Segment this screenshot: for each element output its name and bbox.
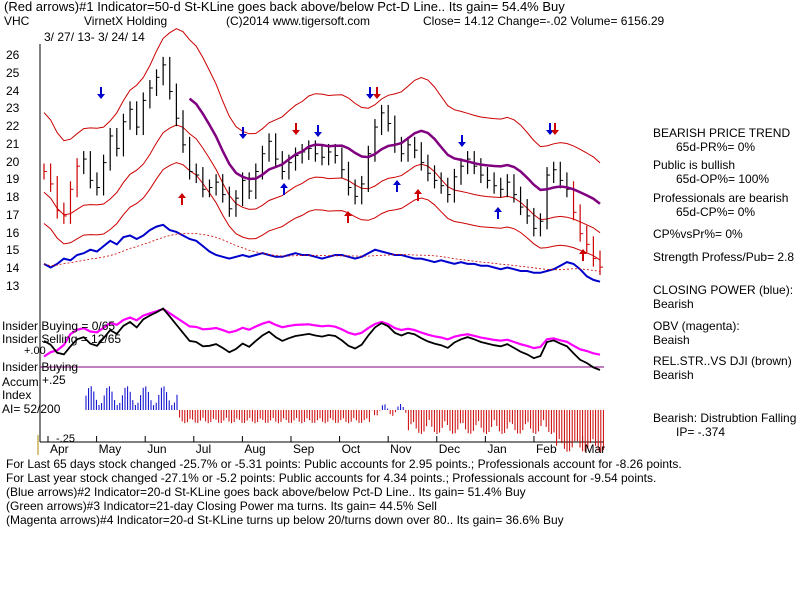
price-bars bbox=[43, 56, 603, 276]
footer-blue-arrows: (Blue arrows)#2 Indicator=20-d St-KLine … bbox=[6, 485, 526, 499]
trend-title: BEARISH PRICE TREND bbox=[653, 126, 791, 140]
closing-power-path bbox=[43, 223, 601, 283]
signal-arrow-head bbox=[239, 134, 247, 139]
strength-ratio: Strength Profess/Pub= 2.8 bbox=[653, 250, 795, 264]
signal-arrow-head bbox=[292, 130, 300, 135]
y-tick-label: 16 bbox=[6, 225, 20, 240]
closing-power-line bbox=[43, 223, 601, 283]
relstr-label: REL.STR..VS DJI (brown) bbox=[653, 354, 792, 368]
obv-path bbox=[43, 307, 601, 358]
signal-arrow-head bbox=[458, 142, 466, 147]
public-status: Public is bullish bbox=[653, 158, 736, 172]
x-tick-label: Sep bbox=[292, 442, 315, 456]
company-name: VirnetX Holding bbox=[84, 14, 168, 28]
x-tick-label: Apr bbox=[50, 442, 69, 456]
footer-line-65d: For Last 65 days stock changed -25.7% or… bbox=[6, 457, 682, 471]
signal-arrow-head bbox=[280, 183, 288, 188]
pros-status: Professionals are bearish bbox=[653, 191, 789, 205]
signal-arrow-head bbox=[414, 189, 422, 194]
ip-value: IP= -.374 bbox=[676, 425, 726, 439]
op-value: 65d-OP%= 100% bbox=[676, 172, 770, 186]
accum-label: Accum bbox=[2, 375, 39, 389]
ticker-symbol: VHC bbox=[4, 14, 30, 28]
chart-frame bbox=[37, 44, 604, 455]
x-tick-label: Nov bbox=[390, 442, 412, 456]
obv-state: Beaish bbox=[653, 333, 690, 347]
y-tick-label: 19 bbox=[6, 172, 20, 187]
relstr-line bbox=[43, 307, 601, 371]
x-tick-label: Mar bbox=[584, 442, 606, 456]
y-tick-label: 24 bbox=[6, 83, 20, 98]
y-tick-label: 20 bbox=[6, 154, 20, 169]
upper-band bbox=[43, 28, 601, 164]
signal-arrow-head bbox=[366, 94, 374, 99]
accum-value: +.25 bbox=[42, 373, 66, 387]
signal-arrow-head bbox=[579, 249, 587, 254]
x-tick-label: Oct bbox=[341, 442, 361, 456]
signal-arrow-head bbox=[373, 94, 381, 99]
accum-histogram bbox=[85, 386, 604, 452]
relstr-state: Bearish bbox=[653, 368, 694, 382]
relstr-path bbox=[43, 307, 601, 371]
x-tick-label: Aug bbox=[244, 442, 266, 456]
y-tick-label: 23 bbox=[6, 101, 20, 116]
cp-vs-pr: CP%vsPr%= 0% bbox=[653, 227, 743, 241]
footer-magenta-arrows: (Magenta arrows)#4 Indicator=20-d St-KLi… bbox=[6, 513, 564, 527]
y-tick-label: 26 bbox=[6, 48, 20, 62]
x-tick-label: Jan bbox=[487, 442, 507, 456]
y-tick-label: 14 bbox=[6, 261, 20, 276]
lower-band bbox=[43, 162, 601, 261]
index-label: Index bbox=[2, 388, 32, 402]
moving-average bbox=[188, 97, 601, 205]
signal-arrow-head bbox=[393, 180, 401, 185]
insider-buying-label: Insider Buying = 0/65 bbox=[2, 319, 116, 333]
insider-selling-label: Insider Selling = 12/65 bbox=[2, 332, 122, 346]
signal-arrows bbox=[97, 87, 587, 261]
x-tick-label: Dec bbox=[438, 442, 461, 456]
copyright-text: (C)2014 www.tigersoft.com bbox=[226, 14, 371, 28]
close-change-volume: Close= 14.12 Change=-.02 Volume= 6156.29 bbox=[423, 14, 665, 28]
accum-neg-value: -.25 bbox=[56, 433, 75, 445]
cp-value: 65d-CP%= 0% bbox=[676, 205, 756, 219]
y-tick-label: 18 bbox=[6, 190, 20, 205]
x-tick-label: Feb bbox=[535, 442, 557, 456]
x-tick-label: May bbox=[98, 442, 122, 456]
closing-power-ma bbox=[43, 232, 601, 272]
y-tick-label: 15 bbox=[6, 243, 20, 258]
signal-arrow-head bbox=[178, 193, 186, 198]
date-range: 3/ 27/ 13- 3/ 24/ 14 bbox=[44, 30, 145, 44]
closing-power-state: Bearish bbox=[653, 297, 694, 311]
y-tick-label: 22 bbox=[6, 119, 20, 134]
x-tick-label: Jun bbox=[147, 442, 167, 456]
obv-zero-label: +.00 bbox=[24, 345, 46, 357]
y-tick-label: 17 bbox=[6, 207, 20, 222]
y-tick-label: 25 bbox=[6, 65, 20, 80]
obv-line bbox=[43, 307, 601, 358]
signal-arrow-head bbox=[97, 94, 105, 99]
y-tick-label: 13 bbox=[6, 279, 20, 293]
insider-buying-label-2: Insider Buying bbox=[2, 360, 79, 374]
footer-line-year: For Last year stock changed -27.1% or -5… bbox=[6, 471, 657, 485]
signal-arrow-head bbox=[551, 130, 559, 135]
obv-label: OBV (magenta): bbox=[653, 319, 740, 333]
mid-band bbox=[43, 124, 601, 234]
ai-label: AI= 52/200 bbox=[2, 402, 61, 416]
header-indicator-text: (Red arrows)#1 Indicator=50-d St-KLine g… bbox=[4, 0, 565, 14]
pr-value: 65d-PR%= 0% bbox=[676, 140, 756, 154]
footer-green-arrows: (Green arrows)#3 Indicator=21-day Closin… bbox=[6, 499, 437, 513]
ma-line bbox=[188, 97, 601, 205]
x-tick-label: Jul bbox=[195, 442, 212, 456]
closing-power-label: CLOSING POWER (blue): bbox=[653, 283, 794, 297]
y-tick-label: 21 bbox=[6, 136, 20, 151]
signal-arrow-head bbox=[314, 132, 322, 137]
signal-arrow-head bbox=[344, 211, 352, 216]
distribution-status: Bearish: Distrubtion Falling bbox=[653, 411, 797, 425]
signal-arrow-head bbox=[494, 207, 502, 212]
